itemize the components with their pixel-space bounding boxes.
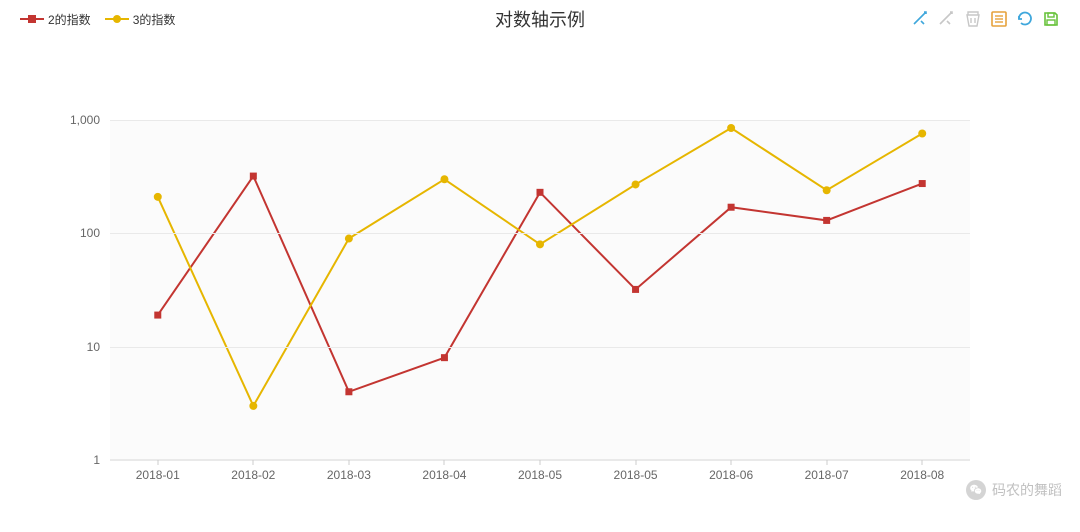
restore-icon[interactable]	[964, 10, 982, 28]
series-marker	[440, 175, 448, 183]
series-marker	[823, 217, 830, 224]
series-marker	[727, 124, 735, 132]
y-tick-label: 1	[50, 453, 100, 467]
series-marker	[441, 354, 448, 361]
legend-item-0[interactable]: 2的指数	[20, 11, 91, 28]
chart-legend: 2的指数 3的指数	[20, 11, 175, 28]
x-tick-mark	[348, 460, 349, 465]
x-tick-label: 2018-01	[136, 468, 180, 482]
y-axis: 1101001,000	[50, 120, 110, 460]
area-zoom-icon[interactable]	[912, 10, 930, 28]
x-tick-mark	[157, 460, 158, 465]
series-marker	[249, 402, 257, 410]
series-marker	[154, 312, 161, 319]
grid-line	[110, 233, 970, 234]
chart-plot-area	[110, 120, 970, 460]
grid-line	[110, 347, 970, 348]
legend-swatch-icon	[20, 13, 44, 25]
watermark: 码农的舞蹈	[966, 480, 1062, 500]
legend-label: 3的指数	[133, 11, 176, 28]
series-marker	[345, 235, 353, 243]
x-tick-label: 2018-04	[422, 468, 466, 482]
watermark-text: 码农的舞蹈	[992, 480, 1062, 500]
wechat-icon	[966, 480, 986, 500]
series-marker	[154, 193, 162, 201]
x-tick-label: 2018-02	[231, 468, 275, 482]
area-zoom-reset-icon[interactable]	[938, 10, 956, 28]
chart-header: 2的指数 3的指数 对数轴示例	[0, 0, 1080, 32]
y-tick-label: 100	[50, 226, 100, 240]
series-marker	[537, 189, 544, 196]
legend-label: 2的指数	[48, 11, 91, 28]
series-marker	[823, 186, 831, 194]
x-tick-mark	[635, 460, 636, 465]
refresh-icon[interactable]	[1016, 10, 1034, 28]
x-axis: 2018-01 2018-02 2018-03 2018-04 2018-05 2018-…	[110, 462, 970, 492]
x-tick-label: 2018-05	[614, 468, 658, 482]
series-marker	[250, 173, 257, 180]
series-line-1	[158, 128, 922, 406]
legend-item-1[interactable]: 3的指数	[105, 11, 176, 28]
x-tick-mark	[253, 460, 254, 465]
chart-title: 对数轴示例	[495, 6, 585, 32]
x-tick-mark	[731, 460, 732, 465]
series-marker	[728, 204, 735, 211]
x-tick-mark	[444, 460, 445, 465]
series-marker	[918, 130, 926, 138]
x-tick-mark	[826, 460, 827, 465]
x-tick-mark	[922, 460, 923, 465]
chart-lines-svg	[110, 120, 970, 460]
chart-toolbar	[912, 10, 1060, 28]
series-line-0	[158, 176, 922, 392]
y-tick-label: 10	[50, 340, 100, 354]
x-tick-label: 2018-08	[900, 468, 944, 482]
x-tick-label: 2018-07	[805, 468, 849, 482]
x-tick-label: 2018-03	[327, 468, 371, 482]
series-marker	[919, 180, 926, 187]
series-marker	[536, 240, 544, 248]
y-tick-label: 1,000	[50, 113, 100, 127]
series-marker	[632, 286, 639, 293]
series-marker	[345, 388, 352, 395]
grid-line	[110, 120, 970, 121]
data-view-icon[interactable]	[990, 10, 1008, 28]
x-tick-label: 2018-06	[709, 468, 753, 482]
series-marker	[632, 180, 640, 188]
save-icon[interactable]	[1042, 10, 1060, 28]
x-tick-label: 2018-05	[518, 468, 562, 482]
x-tick-mark	[540, 460, 541, 465]
legend-swatch-icon	[105, 13, 129, 25]
